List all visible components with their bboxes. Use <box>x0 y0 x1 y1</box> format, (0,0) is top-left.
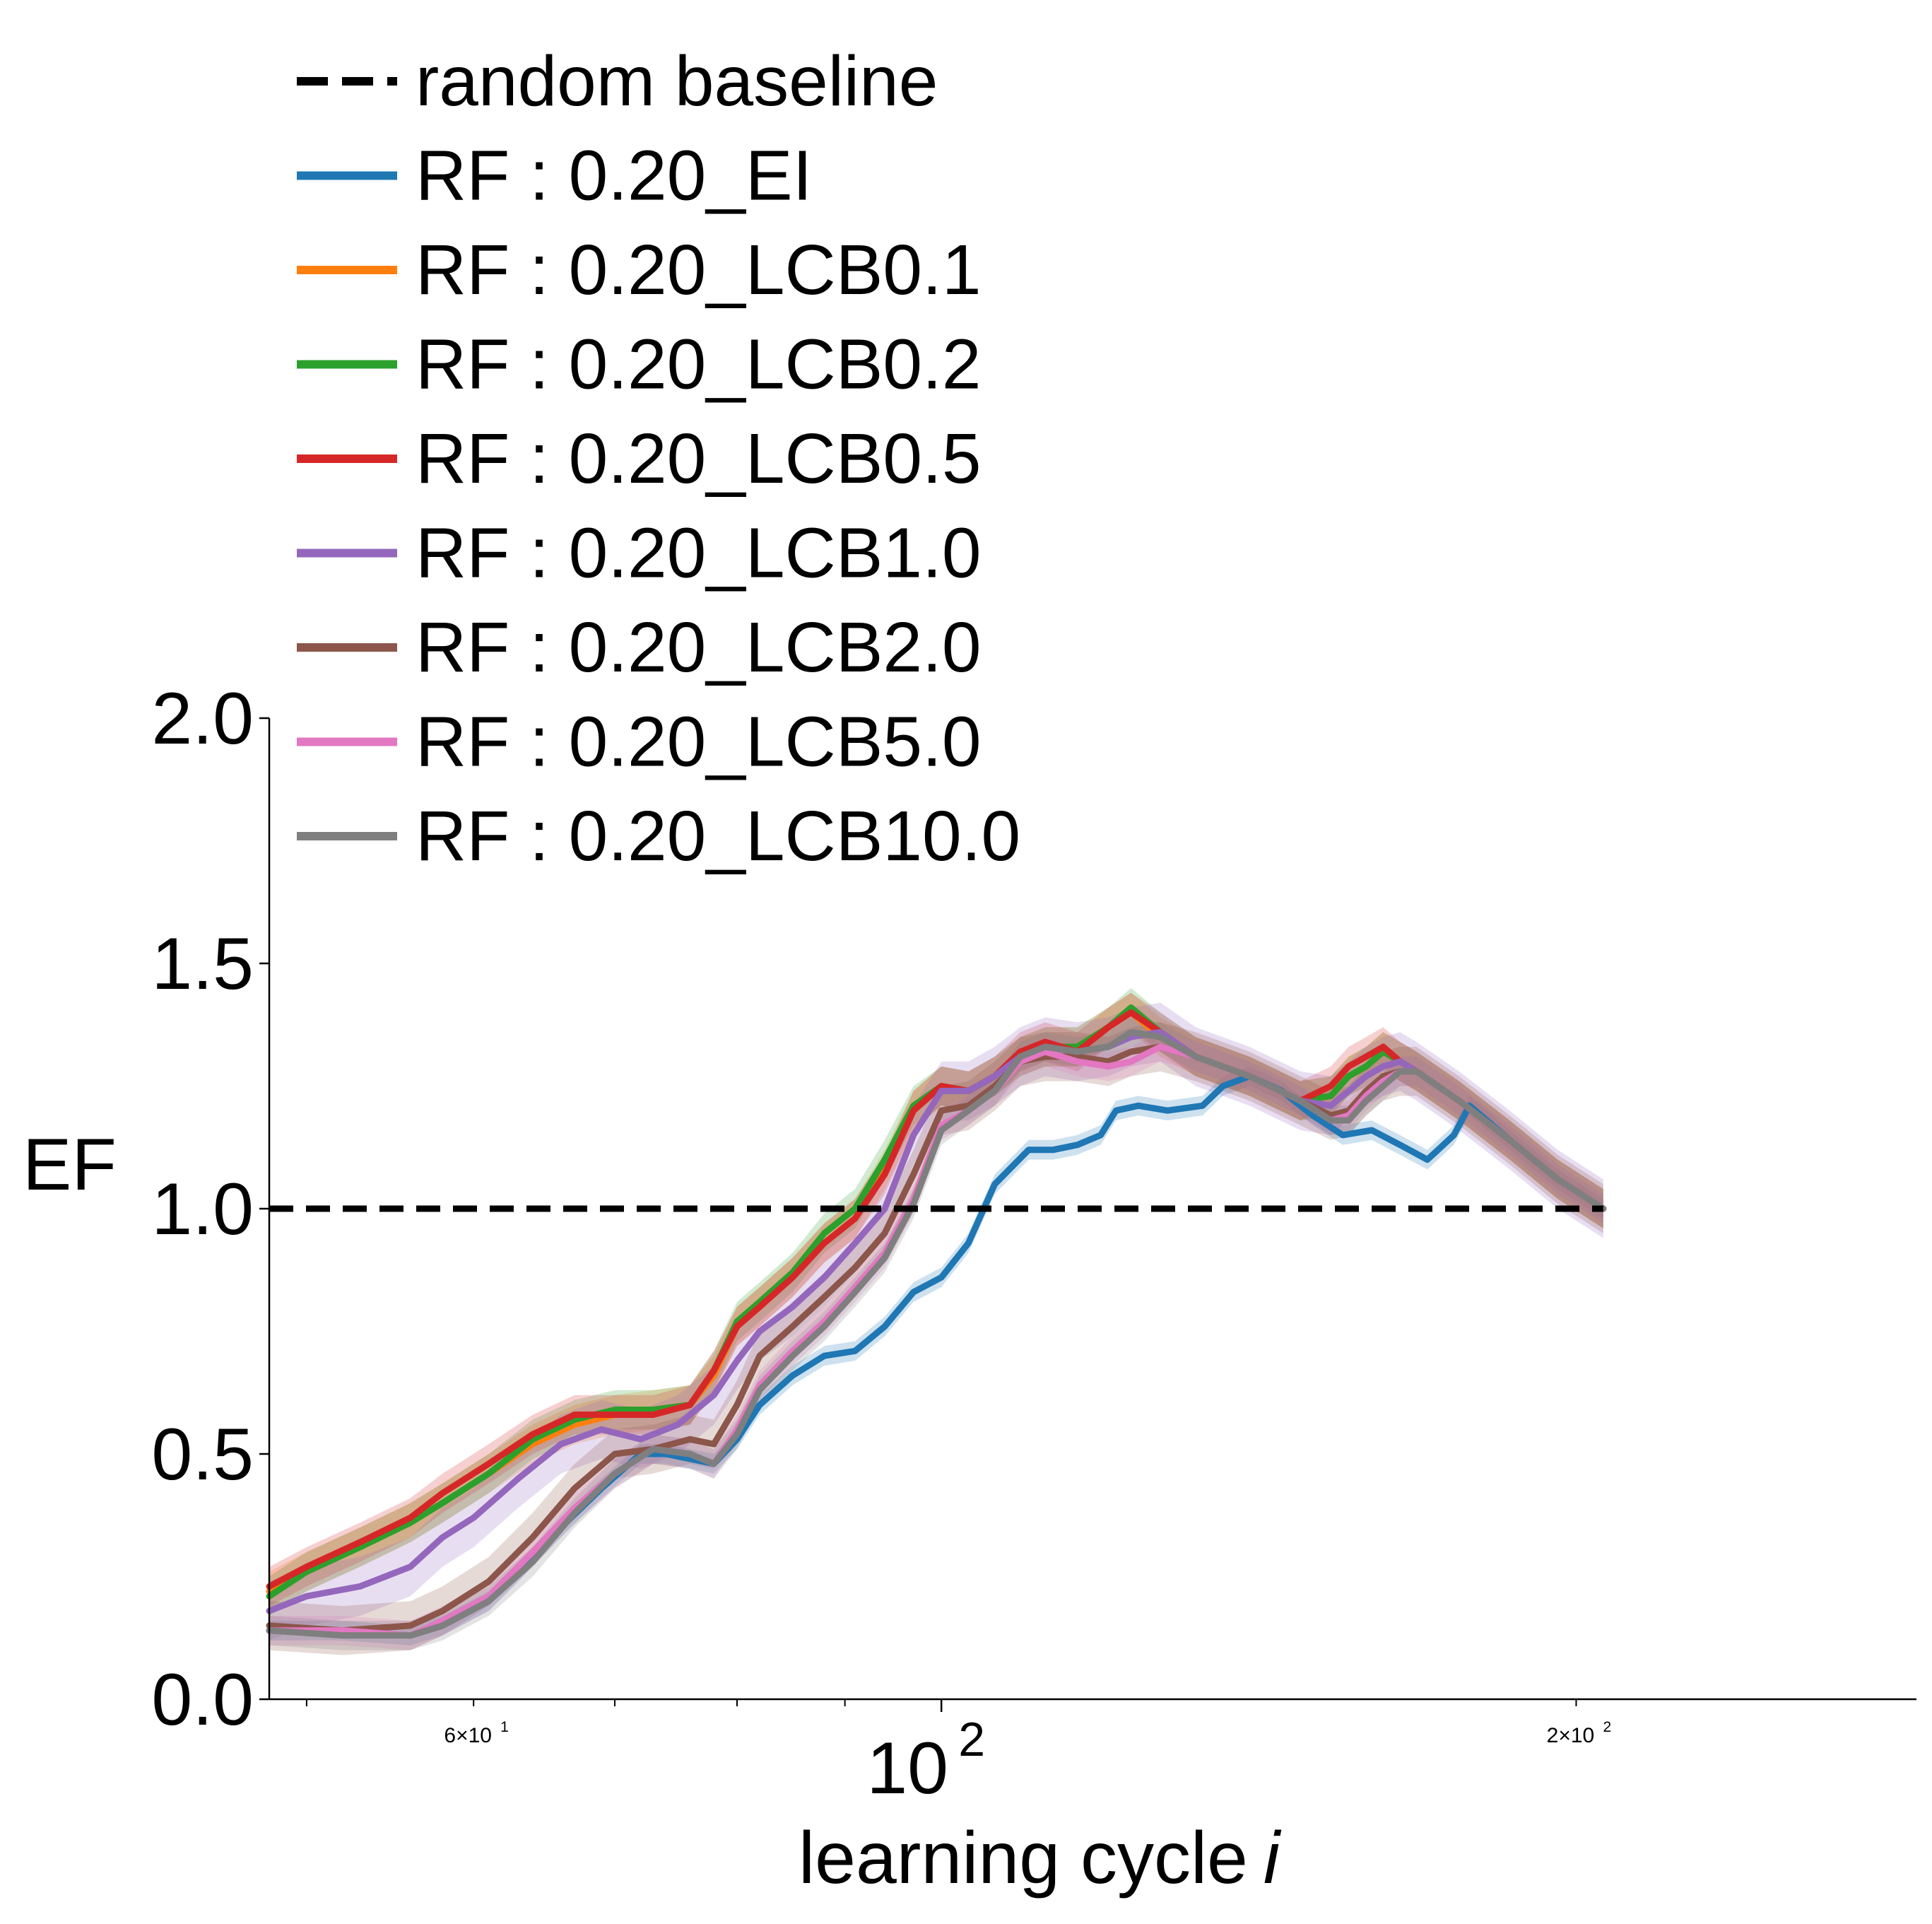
series-lines <box>266 1004 1607 1639</box>
series-band-4 <box>269 1002 1603 1641</box>
legend-label-2: RF : 0.20_LCB0.1 <box>416 230 981 310</box>
series-band-5 <box>269 1022 1603 1655</box>
y-tick-label-2: 1.0 <box>151 1168 254 1250</box>
x-axis-label-text: learning cycle <box>799 1817 1248 1899</box>
legend-label-8: RF : 0.20_LCB10.0 <box>416 797 1020 876</box>
series-line-4 <box>266 1028 1607 1614</box>
x-minor-tick-exponent-1: 2 <box>1603 1719 1611 1735</box>
y-tick-label-4: 2.0 <box>151 678 254 760</box>
series-line-7 <box>266 1028 1607 1639</box>
x-minor-tick-label-1: 2×10 <box>1547 1724 1595 1747</box>
legend-label-1: RF : 0.20_EI <box>416 136 812 216</box>
y-axis-label: EF <box>23 1124 117 1206</box>
legend-label-5: RF : 0.20_LCB1.0 <box>416 514 981 593</box>
legend-label-3: RF : 0.20_LCB0.2 <box>416 325 981 404</box>
x-minor-tick-label-0: 6×10 <box>444 1724 492 1747</box>
confidence-bands <box>269 987 1603 1655</box>
series-band-7 <box>269 1017 1603 1650</box>
x-major-tick-label-0: 10 <box>866 1728 948 1809</box>
legend-label-7: RF : 0.20_LCB5.0 <box>416 703 981 782</box>
legend: random baseline RF : 0.20_EI RF : 0.20_LCB… <box>297 42 1020 876</box>
x-major-tick-exponent-0: 2 <box>958 1713 985 1766</box>
y-tick-label-0: 0.0 <box>151 1659 254 1741</box>
x-axis-label: learning cycle i <box>799 1817 1282 1899</box>
series-line-0 <box>266 1073 1607 1639</box>
legend-label-0: random baseline <box>416 42 938 121</box>
y-tick-label-3: 1.5 <box>151 923 254 1005</box>
series-line-5 <box>266 1043 1607 1634</box>
x-axis-label-variable: i <box>1264 1817 1282 1899</box>
legend-label-6: RF : 0.20_LCB2.0 <box>416 608 981 687</box>
series-band-6 <box>269 1032 1603 1650</box>
tick-marks: 0.00.51.01.52.010 26×10 1 2×10 2 <box>151 678 1611 1809</box>
legend-label-4: RF : 0.20_LCB0.5 <box>416 419 981 498</box>
x-minor-tick-exponent-0: 1 <box>500 1719 509 1735</box>
y-tick-label-1: 0.5 <box>151 1414 254 1496</box>
